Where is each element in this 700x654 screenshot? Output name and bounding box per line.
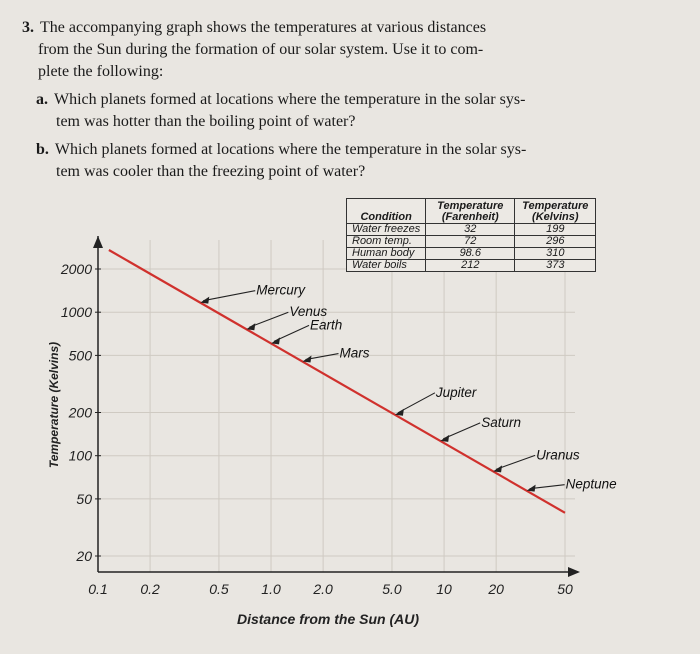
x-tick-label: 1.0 [261, 581, 281, 597]
x-tick-label: 20 [487, 581, 504, 597]
planet-label-jupiter: Jupiter [435, 385, 477, 400]
x-tick-label: 5.0 [382, 581, 402, 597]
question-intro-line-2: from the Sun during the formation of our… [38, 41, 484, 58]
annotation-arrowhead [526, 484, 536, 492]
annotation-arrowhead [493, 465, 503, 473]
y-tick-label: 100 [69, 448, 93, 464]
annotation-arrowhead [246, 323, 256, 331]
annotation-arrowhead [440, 434, 450, 442]
table-header-kelvins: Temperature (Kelvins) [514, 198, 597, 224]
question-a-letter: a. [36, 91, 48, 108]
annotation-arrowhead [271, 337, 281, 345]
annotation-pointer [203, 290, 256, 302]
annotation-arrowhead [394, 408, 404, 416]
x-tick-label: 10 [436, 581, 452, 597]
planet-label-saturn: Saturn [481, 415, 521, 430]
annotation-pointer [249, 311, 289, 328]
annotation-arrowhead [200, 296, 210, 304]
annotation-arrowhead [302, 355, 312, 363]
table-row: Water boils 212 373 [345, 259, 597, 272]
table-row: Water freezes 32 199 [345, 223, 597, 236]
y-tick-label: 500 [69, 347, 93, 363]
annotation-pointer [495, 454, 536, 470]
condition-table: Condition Temperature (Farenheit) Temper… [345, 198, 597, 272]
question-intro-line-3: plete the following: [38, 63, 164, 80]
x-tick-label: 50 [557, 581, 573, 597]
x-tick-label: 0.5 [209, 581, 229, 597]
annotation-pointer [273, 324, 310, 342]
question-b-line-2: tem was cooler than the freezing point o… [56, 163, 366, 180]
y-tick-label: 200 [68, 405, 93, 421]
question-a-line-2: tem was hotter than the boiling point of… [56, 113, 356, 130]
x-axis-label: Distance from the Sun (AU) [237, 611, 419, 627]
annotation-pointer [529, 484, 565, 490]
table-row: Human body 98.6 310 [345, 247, 597, 260]
planet-label-earth: Earth [310, 317, 342, 332]
y-tick-label: 2000 [60, 261, 92, 277]
question-intro-line-1: 3. The accompanying graph shows the tempe… [22, 19, 487, 36]
question-a-line-1: a. Which planets formed at locations wher… [36, 91, 526, 108]
y-axis-label: Temperature (Kelvins) [47, 342, 61, 468]
table-header-condition: Condition [345, 198, 427, 224]
y-axis-arrow [93, 236, 103, 248]
question-number: 3. [22, 19, 34, 36]
temperature-line [108, 249, 566, 514]
annotation-pointer [397, 392, 436, 414]
planet-label-mars: Mars [339, 346, 369, 361]
planet-label-mercury: Mercury [256, 283, 306, 298]
question-b-letter: b. [36, 141, 49, 158]
x-axis-arrow [568, 567, 580, 577]
y-tick-label: 1000 [61, 304, 92, 320]
annotation-pointer [442, 422, 481, 440]
x-tick-label: 0.2 [140, 581, 160, 597]
planet-label-venus: Venus [289, 304, 327, 319]
y-tick-label: 20 [75, 548, 92, 564]
x-tick-label: 0.1 [88, 581, 107, 597]
y-tick-label: 50 [76, 491, 92, 507]
table-header-fahrenheit: Temperature (Farenheit) [425, 198, 516, 224]
planet-label-neptune: Neptune [566, 477, 617, 492]
planet-label-uranus: Uranus [536, 447, 580, 462]
x-tick-label: 2.0 [312, 581, 333, 597]
table-row: Room temp. 72 296 [345, 235, 597, 248]
question-b-line-1: b. Which planets formed at locations wher… [36, 141, 527, 158]
